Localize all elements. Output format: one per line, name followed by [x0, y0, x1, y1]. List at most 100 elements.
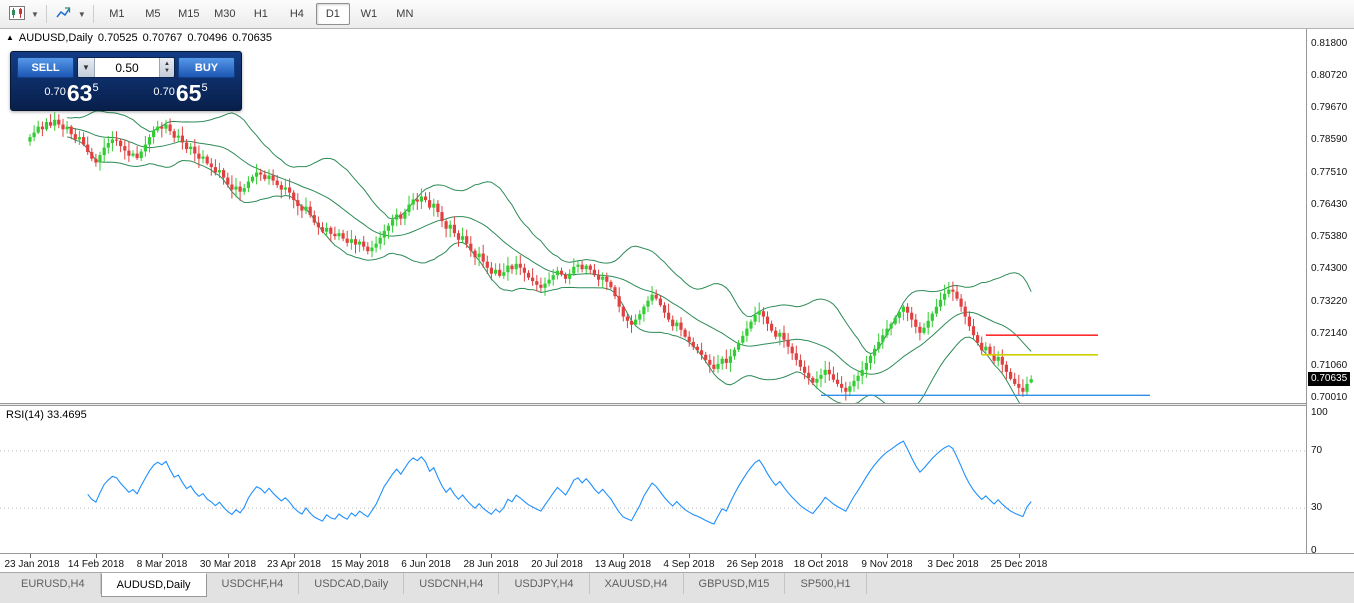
rsi-axis-label: 30	[1311, 502, 1323, 513]
time-axis-label: 6 Jun 2018	[401, 559, 451, 570]
time-axis-label: 4 Sep 2018	[663, 559, 715, 570]
time-axis-label: 9 Nov 2018	[861, 559, 913, 570]
timeframe-h1[interactable]: H1	[253, 8, 268, 20]
chart-type-dropdown-arrow[interactable]: ▼	[31, 9, 39, 19]
time-axis-tick	[228, 554, 229, 558]
chart-tab-audusd-daily[interactable]: AUDUSD,Daily	[100, 573, 207, 597]
time-axis-label: 18 Oct 2018	[793, 559, 849, 570]
main-chart-canvas[interactable]	[0, 29, 1307, 403]
rsi-chart-canvas[interactable]	[0, 406, 1307, 553]
timeframe-buttons: M1 M5 M15 M30 H1 H4 D1 W1 MN	[99, 3, 423, 25]
chart-tab-usdjpy-h4[interactable]: USDJPY,H4	[499, 573, 590, 594]
timeframe-d1[interactable]: D1	[315, 3, 350, 25]
timeframe-m5[interactable]: M5	[145, 8, 161, 20]
sell-price[interactable]: 0.70635	[44, 80, 99, 106]
chart-area: ▲ AUDUSD,Daily 0.70525 0.70767 0.70496 0.7063…	[0, 28, 1354, 574]
chart-tab-sp500-h1[interactable]: SP500,H1	[785, 573, 867, 594]
volume-input[interactable]: 0.50	[95, 58, 159, 77]
spinner-down-icon[interactable]: ▼	[164, 67, 170, 74]
ohlc-open: 0.70525	[97, 32, 138, 44]
spinner-up-icon[interactable]: ▲	[164, 60, 170, 67]
price-axis-label: 0.78590	[1311, 134, 1348, 145]
chart-tab-xauusd-h4[interactable]: XAUUSD,H4	[590, 573, 684, 594]
time-axis-tick	[360, 554, 361, 558]
timeframe-h4[interactable]: H4	[289, 8, 304, 20]
price-axis-label: 0.71060	[1311, 360, 1348, 371]
pane-splitter[interactable]	[0, 403, 1354, 406]
chart-type-button[interactable]	[5, 2, 29, 26]
time-axis-tick	[426, 554, 427, 558]
price-axis-label: 0.72140	[1311, 328, 1348, 339]
price-axis-label: 0.73220	[1311, 296, 1348, 307]
chart-tab-bar: EURUSD,H4 AUDUSD,Daily USDCHF,H4 USDCAD,Dai…	[0, 572, 1354, 603]
price-axis-label: 0.79670	[1311, 102, 1348, 113]
toolbar-separator	[45, 5, 47, 23]
time-axis-label: 20 Jul 2018	[531, 559, 583, 570]
time-axis-tick	[162, 554, 163, 558]
ohlc-line: ▲ AUDUSD,Daily 0.70525 0.70767 0.70496 0.7063…	[6, 32, 277, 44]
volume-dropdown-arrow[interactable]: ▼	[78, 58, 95, 77]
price-axis-label: 0.76430	[1311, 199, 1348, 210]
price-axis-label: 0.81800	[1311, 38, 1348, 49]
price-axis-label: 0.77510	[1311, 167, 1348, 178]
indicator-zigzag-icon	[56, 5, 72, 24]
time-axis-label: 13 Aug 2018	[594, 559, 652, 570]
timeframe-w1[interactable]: W1	[360, 8, 378, 20]
timeframe-m15[interactable]: M15	[178, 8, 200, 20]
time-axis-tick	[623, 554, 624, 558]
chart-tab-gbpusd-m15[interactable]: GBPUSD,M15	[684, 573, 786, 594]
time-axis-tick	[96, 554, 97, 558]
buy-button[interactable]: BUY	[178, 57, 235, 78]
sell-button[interactable]: SELL	[17, 57, 74, 78]
time-axis[interactable]: 23 Jan 2018 14 Feb 2018 8 Mar 2018 30 Mar 2…	[0, 553, 1354, 574]
time-axis-tick	[30, 554, 31, 558]
rsi-axis-label: 0	[1311, 545, 1317, 556]
time-axis-tick	[821, 554, 822, 558]
price-axis[interactable]: 0.81800 0.80720 0.79670 0.78590 0.77510 0.764…	[1306, 29, 1354, 556]
indicators-button[interactable]	[52, 2, 76, 26]
time-axis-label: 28 Jun 2018	[463, 559, 519, 570]
timeframe-mn[interactable]: MN	[396, 8, 414, 20]
time-axis-label: 23 Apr 2018	[267, 559, 321, 570]
time-axis-label: 25 Dec 2018	[990, 559, 1048, 570]
time-axis-label: 26 Sep 2018	[726, 559, 784, 570]
rsi-indicator-label: RSI(14) 33.4695	[6, 409, 87, 421]
time-axis-tick	[689, 554, 690, 558]
time-axis-label: 8 Mar 2018	[136, 559, 188, 570]
price-axis-label: 0.80720	[1311, 70, 1348, 81]
volume-spinner[interactable]: ▲ ▼	[159, 58, 174, 77]
ohlc-high: 0.70767	[142, 32, 183, 44]
time-axis-tick	[1019, 554, 1020, 558]
time-axis-label: 23 Jan 2018	[4, 559, 60, 570]
chart-tab-usdcad-daily[interactable]: USDCAD,Daily	[299, 573, 405, 594]
time-axis-label: 30 Mar 2018	[199, 559, 257, 570]
ohlc-low: 0.70496	[187, 32, 228, 44]
timeframe-m1[interactable]: M1	[109, 8, 125, 20]
symbol-arrow-icon: ▲	[6, 33, 14, 42]
chart-tab-eurusd-h4[interactable]: EURUSD,H4	[6, 573, 101, 594]
toolbar-separator	[92, 5, 94, 23]
buy-price[interactable]: 0.70655	[153, 80, 208, 106]
main-chart-pane[interactable]: ▲ AUDUSD,Daily 0.70525 0.70767 0.70496 0.7063…	[0, 29, 1307, 403]
chart-tab-usdcnh-h4[interactable]: USDCNH,H4	[404, 573, 500, 594]
volume-control: ▼ 0.50 ▲ ▼	[77, 57, 175, 78]
time-axis-label: 15 May 2018	[331, 559, 389, 570]
one-click-trading-panel: SELL ▼ 0.50 ▲ ▼ BUY 0.70635 0.70655	[10, 51, 242, 111]
timeframe-m30[interactable]: M30	[214, 8, 236, 20]
time-axis-tick	[294, 554, 295, 558]
time-axis-label: 3 Dec 2018	[927, 559, 979, 570]
chart-tab-usdchf-h4[interactable]: USDCHF,H4	[207, 573, 300, 594]
time-axis-tick	[491, 554, 492, 558]
price-axis-label: 0.75380	[1311, 231, 1348, 242]
toolbar: ▼ ▼ M1 M5 M15 M30 H1 H4 D1 W1 MN	[0, 0, 1354, 29]
rsi-axis-label: 70	[1311, 445, 1323, 456]
indicators-dropdown-arrow[interactable]: ▼	[77, 9, 86, 19]
rsi-pane[interactable]: RSI(14) 33.4695	[0, 406, 1307, 553]
time-axis-tick	[557, 554, 558, 558]
time-axis-label: 14 Feb 2018	[67, 559, 125, 570]
ohlc-close: 0.70635	[232, 32, 272, 44]
price-axis-label: 0.74300	[1311, 263, 1348, 274]
rsi-axis-label: 100	[1311, 407, 1328, 418]
symbol-period: AUDUSD,Daily	[18, 32, 93, 44]
